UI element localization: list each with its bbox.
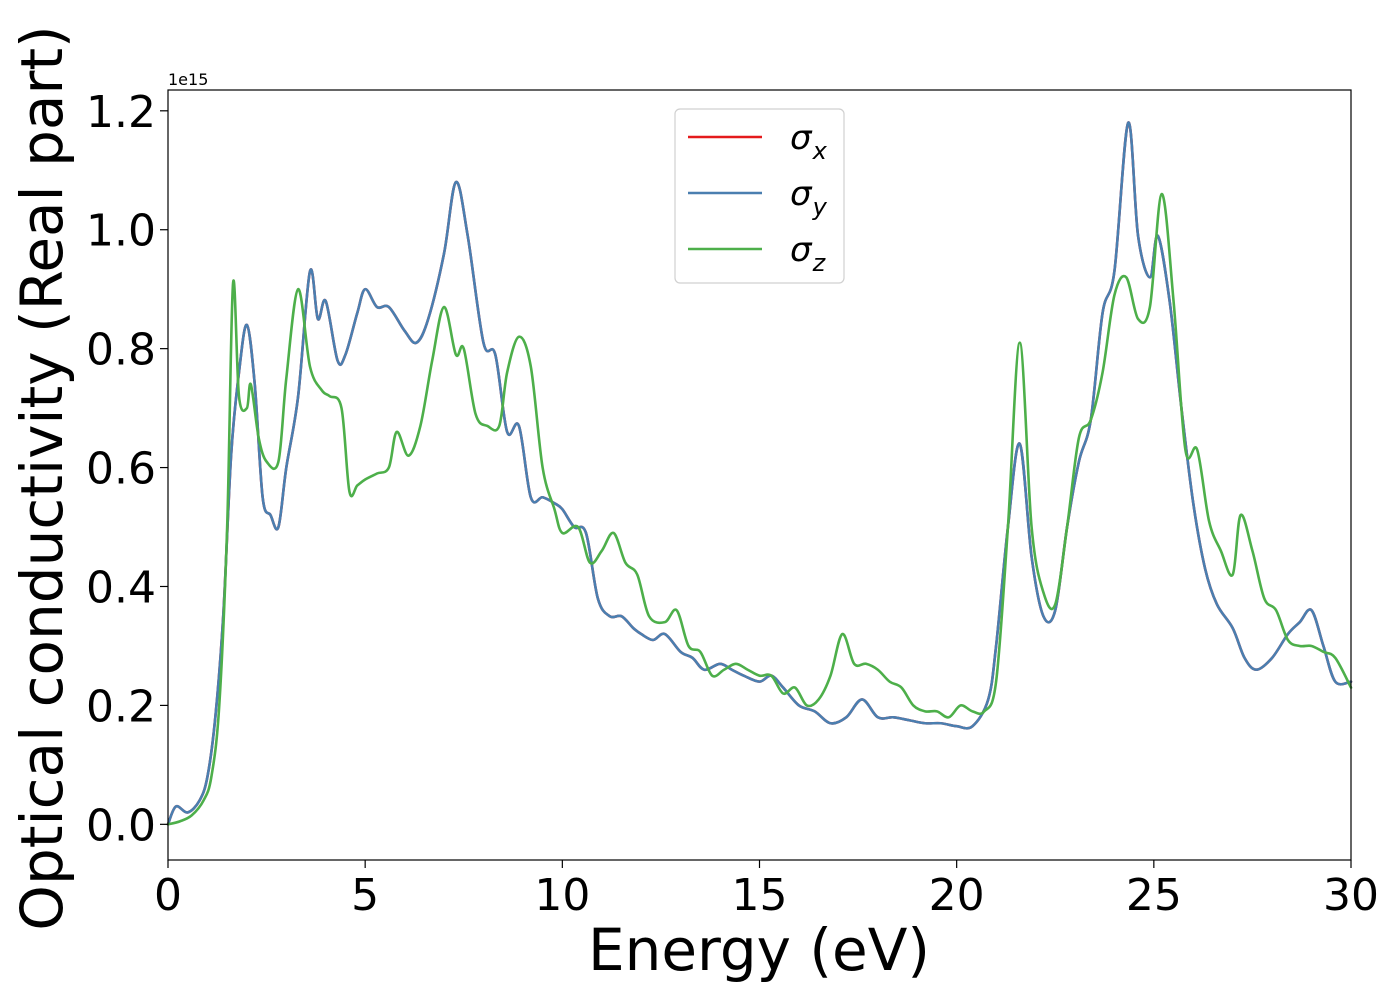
legend-frame xyxy=(674,108,845,284)
x-tick-label: 30 xyxy=(1323,870,1379,921)
y-tick-label: 0.6 xyxy=(86,444,156,495)
x-tick-label: 0 xyxy=(154,870,182,921)
y-axis: 0.0 0.2 0.4 0.6 0.8 1.0 1.2 xyxy=(86,87,168,851)
x-tick-label: 5 xyxy=(351,870,379,921)
series-line-sigma-z xyxy=(166,192,1353,826)
y-offset-text: 1e15 xyxy=(168,70,208,89)
x-tick-label: 10 xyxy=(534,870,590,921)
y-axis-title: Optical conductivity (Real part) xyxy=(8,25,76,930)
y-tick-label: 0.0 xyxy=(86,800,156,851)
series-line-sigma-y xyxy=(166,121,1353,826)
y-tick-label: 0.2 xyxy=(86,681,156,732)
y-tick-label: 1.2 xyxy=(86,87,156,138)
x-tick-label: 20 xyxy=(929,870,985,921)
y-tick-label: 0.8 xyxy=(86,325,156,376)
y-tick-label: 1.0 xyxy=(86,206,156,257)
x-tick-label: 15 xyxy=(732,870,788,921)
y-tick-label: 0.4 xyxy=(86,562,156,613)
x-axis: 0 5 10 15 20 25 30 xyxy=(154,860,1379,921)
x-axis-title: Energy (eV) xyxy=(588,916,930,984)
x-tick-label: 25 xyxy=(1126,870,1182,921)
series-layer xyxy=(166,121,1353,826)
legend-label-sigma-z: σz xyxy=(790,230,827,277)
